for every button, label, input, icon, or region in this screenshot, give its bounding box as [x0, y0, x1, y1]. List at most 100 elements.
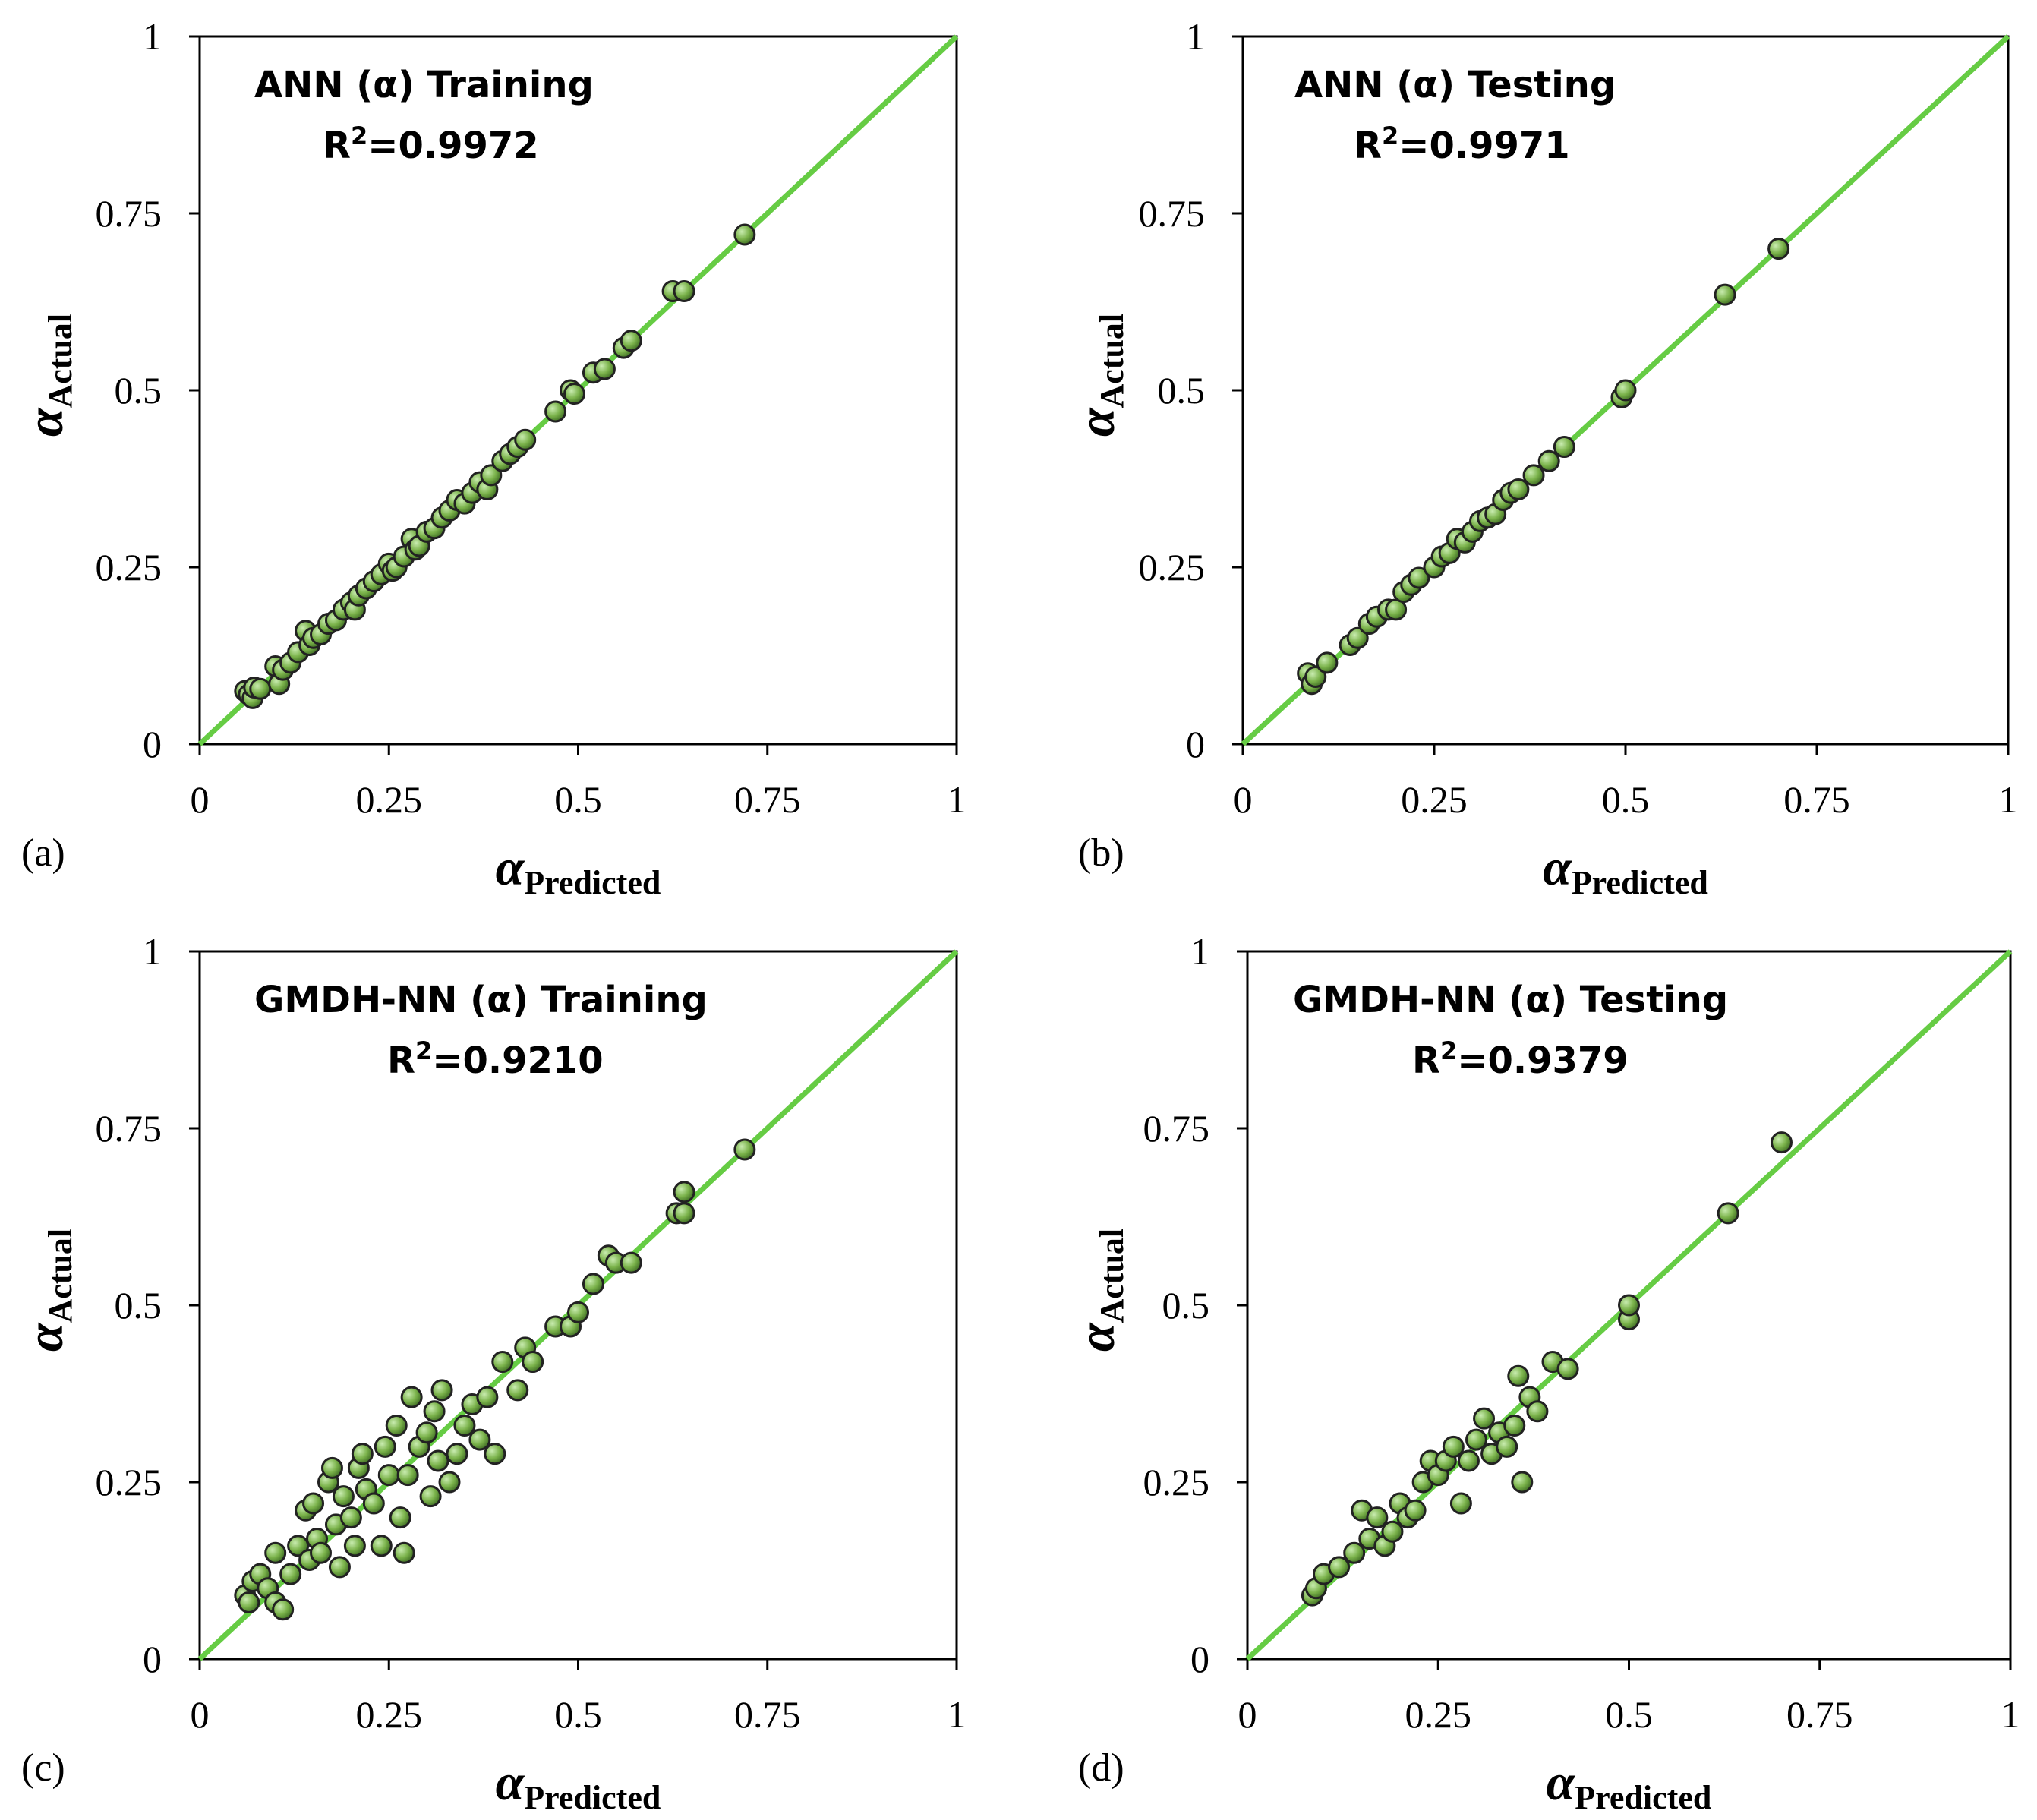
r-squared-label: R2=0.9210: [387, 1036, 604, 1082]
y-axis-subscript: Actual: [42, 1229, 79, 1323]
x-tick-label: 1: [948, 1693, 966, 1736]
x-tick-label: 0.75: [1783, 778, 1850, 821]
data-point: [1404, 1499, 1427, 1522]
data-point: [238, 1591, 260, 1613]
y-axis-subscript: Actual: [1093, 1229, 1130, 1323]
data-point: [332, 1485, 355, 1508]
data-point: [1473, 1407, 1496, 1430]
x-tick-label: 0: [191, 778, 210, 821]
x-tick-label: 0.5: [554, 778, 602, 821]
chart-panel-2: 0 0.25 0.5 0.75 1 0 0.25 0.5 0.75 1 ANN (α) Testin…: [1067, 15, 2018, 901]
x-tick-label: 0.5: [1605, 1693, 1653, 1736]
x-tick-label: 0: [1238, 1693, 1257, 1736]
data-point: [1316, 651, 1339, 674]
data-point: [1507, 478, 1530, 500]
r-squared-symbol: R: [1354, 125, 1382, 167]
r-squared-superscript: 2: [415, 1036, 432, 1065]
r-squared-label: R2=0.9971: [1354, 121, 1570, 167]
data-point: [370, 1535, 393, 1557]
y-axis-symbol: α: [16, 407, 74, 437]
data-point: [1771, 1131, 1793, 1154]
y-tick-label: 0.5: [115, 369, 162, 412]
r-squared-value: =0.9972: [367, 125, 538, 167]
r-squared-symbol: R: [1412, 1039, 1440, 1082]
y-tick-label: 0.25: [96, 546, 162, 588]
data-point: [279, 1563, 302, 1585]
panel-label: (d): [1078, 1746, 1124, 1790]
y-axis-label: αActual: [16, 314, 79, 437]
y-tick-label: 0: [1186, 723, 1205, 765]
data-point: [430, 1379, 453, 1402]
data-point: [1511, 1471, 1534, 1494]
y-tick-label: 1: [1190, 930, 1209, 973]
data-point: [673, 280, 695, 303]
data-point: [453, 1414, 476, 1437]
data-point: [1366, 1506, 1389, 1529]
y-tick-label: 0.25: [1139, 546, 1206, 588]
x-axis-label: αPredicted: [496, 1753, 661, 1816]
r-squared-value: =0.9971: [1398, 125, 1569, 167]
x-tick-label: 0.75: [1786, 1693, 1853, 1736]
x-axis-subscript: Predicted: [1572, 864, 1708, 901]
x-tick-label: 1: [948, 778, 966, 821]
y-axis-label: αActual: [1067, 314, 1130, 437]
data-point: [362, 1492, 385, 1515]
data-point: [287, 1535, 310, 1557]
x-tick-label: 0.25: [356, 778, 423, 821]
data-point: [1496, 1435, 1518, 1458]
data-point: [1614, 379, 1637, 402]
data-point: [339, 1506, 362, 1529]
y-tick-label: 0.25: [1143, 1461, 1210, 1503]
y-tick-label: 1: [143, 15, 162, 58]
r-squared-superscript: 2: [1382, 121, 1398, 150]
data-point: [1408, 566, 1430, 589]
data-point: [310, 1541, 333, 1564]
x-axis-symbol: α: [1543, 838, 1572, 896]
r-squared-superscript: 2: [1440, 1036, 1457, 1065]
data-point: [385, 1414, 408, 1437]
data-point: [302, 1492, 325, 1515]
data-point: [272, 1598, 295, 1621]
x-tick-label: 0.75: [734, 1693, 801, 1736]
data-point: [1304, 665, 1327, 688]
y-axis-label: αActual: [16, 1229, 79, 1352]
data-point: [733, 223, 756, 246]
chart-panel-1: 0 0.25 0.5 0.75 1 0 0.25 0.5 0.75 1 ANN (α) Traini…: [16, 15, 966, 901]
chart-panel-4: 0 0.25 0.5 0.75 1 0 0.25 0.5 0.75 1 GMDH-NN (α) Te…: [1067, 930, 2020, 1816]
data-point: [377, 1464, 400, 1487]
y-axis-symbol: α: [16, 1322, 74, 1352]
x-axis-label: αPredicted: [1547, 1753, 1712, 1816]
chart-title: GMDH-NN (α) Training: [254, 979, 708, 1021]
data-point: [673, 1181, 695, 1203]
data-point: [396, 1464, 419, 1487]
data-point: [1343, 1541, 1366, 1564]
x-axis-symbol: α: [496, 838, 525, 896]
data-point: [1449, 1492, 1472, 1515]
data-point: [264, 1541, 287, 1564]
data-point: [438, 1471, 461, 1494]
data-point: [427, 1449, 449, 1472]
data-point: [1457, 1449, 1480, 1472]
x-axis-subscript: Predicted: [524, 864, 661, 901]
y-axis-symbol: α: [1067, 1322, 1125, 1352]
y-tick-label: 0: [143, 1638, 162, 1680]
x-tick-label: 0.25: [1401, 778, 1468, 821]
data-point: [351, 1443, 374, 1465]
r-squared-superscript: 2: [351, 121, 367, 150]
y-tick-label: 0.25: [96, 1461, 162, 1503]
data-point: [1442, 1435, 1465, 1458]
data-point: [419, 1485, 442, 1508]
data-point: [249, 677, 272, 700]
y-tick-label: 0.75: [1139, 192, 1206, 235]
data-point: [1537, 449, 1560, 472]
panels: 0 0.25 0.5 0.75 1 0 0.25 0.5 0.75 1 ANN (α) Traini…: [16, 15, 2020, 1816]
x-tick-label: 0: [191, 1693, 210, 1736]
data-point: [1714, 283, 1736, 306]
data-point: [1465, 1428, 1487, 1451]
panel-label: (b): [1078, 831, 1124, 875]
x-axis-label: αPredicted: [496, 838, 661, 901]
data-point: [1328, 1556, 1351, 1579]
data-point: [423, 1400, 446, 1423]
data-point: [393, 1541, 415, 1564]
x-axis-symbol: α: [1547, 1753, 1576, 1811]
